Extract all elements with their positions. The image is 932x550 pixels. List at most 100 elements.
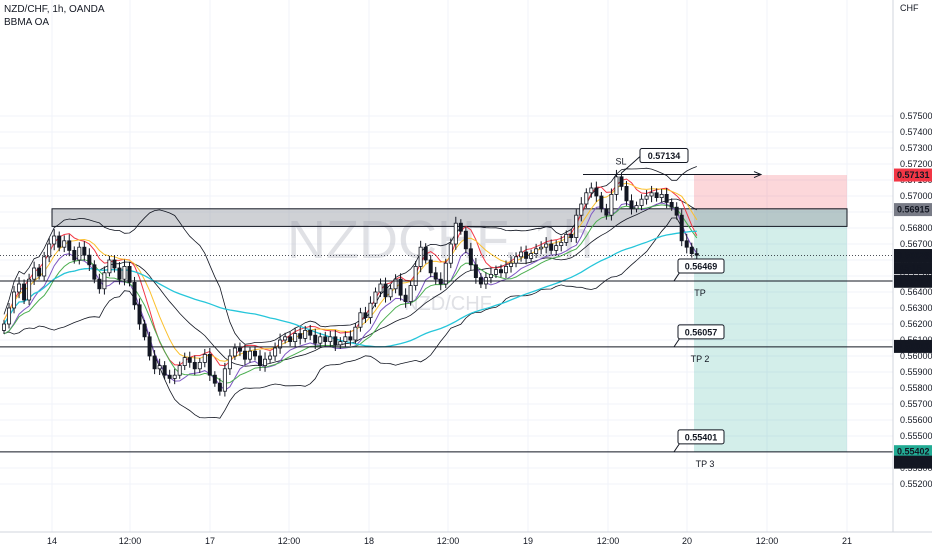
- price-label-text: 0.56467: [897, 276, 930, 286]
- candle-body: [17, 283, 22, 293]
- time-tick-label: 21: [842, 536, 852, 546]
- candle-body: [232, 347, 237, 357]
- price-label-text: 0.56060: [897, 341, 930, 351]
- candle-body: [378, 283, 383, 293]
- candle-body: [519, 251, 524, 258]
- candle-body: [247, 350, 252, 360]
- candle-body: [509, 262, 514, 267]
- candle-body: [167, 374, 172, 379]
- price-label-tag: [894, 445, 932, 459]
- sl-callout-box[interactable]: [639, 148, 689, 164]
- sl-callout-pointer: [621, 156, 641, 173]
- candle-body: [529, 253, 534, 259]
- candle-body: [202, 353, 207, 363]
- level-callout-pointer: [673, 442, 681, 453]
- candles: [2, 169, 699, 397]
- candle-body: [634, 205, 639, 210]
- price-levels[interactable]: 0.57134 SL 0.56469 TP 0.56057 TP 2 0.55401 TP 3: [0, 148, 893, 469]
- candle-body: [458, 222, 463, 232]
- resistance-zone[interactable]: [51, 208, 848, 227]
- candle-body: [197, 361, 202, 370]
- level-callout-box[interactable]: [677, 429, 725, 445]
- time-axis[interactable]: 14 12:00 17 12:00 18 12:00 19 12:00 20 12:00 21: [0, 531, 932, 546]
- price-label-text: 0.57131: [897, 170, 930, 180]
- candle-body: [393, 278, 398, 290]
- candle-body: [493, 269, 498, 275]
- price-tick-label: 0.57000: [900, 191, 932, 201]
- candle-body: [669, 201, 674, 208]
- price-label-text: 0.56915: [897, 205, 930, 215]
- price-tick-label: 0.56200: [900, 319, 932, 329]
- price-label-tag: [894, 249, 932, 263]
- price-tick-label: 0.57300: [900, 143, 932, 153]
- candle-body: [418, 246, 423, 267]
- candle-body: [649, 192, 654, 197]
- candle-body: [373, 291, 378, 304]
- price-tick-label: 0.56800: [900, 223, 932, 233]
- candle-body: [589, 187, 594, 194]
- stop-loss-area[interactable]: [694, 175, 847, 210]
- candle-body: [122, 265, 127, 280]
- price-axis[interactable]: CHF0.575000.574000.573000.572000.571000.…: [892, 0, 932, 532]
- price-label-tag: [894, 274, 932, 288]
- candle-body: [383, 283, 388, 298]
- candle-body: [463, 230, 468, 250]
- indicator-label[interactable]: BBMA OA: [4, 17, 50, 28]
- time-tick-label: 18: [364, 536, 374, 546]
- candle-body: [242, 350, 247, 360]
- price-tick-label: 0.56300: [900, 303, 932, 313]
- candle-body: [353, 326, 358, 341]
- candle-body: [328, 336, 333, 342]
- candle-body: [333, 336, 338, 346]
- price-label-text: 0.55399: [897, 457, 930, 467]
- candle-body: [37, 267, 42, 277]
- candle-body: [423, 246, 428, 261]
- sl-name-label: SL: [615, 157, 626, 167]
- price-label-tag: [894, 339, 932, 353]
- chart-symbol-title: NZD/CHF, 1h, OANDA: [4, 4, 105, 15]
- candle-body: [212, 374, 217, 384]
- candle-body: [343, 336, 348, 342]
- candle-body: [544, 243, 549, 248]
- candle-body: [268, 355, 273, 360]
- candle-body: [549, 243, 554, 251]
- level-callout-box[interactable]: [677, 324, 725, 340]
- candle-body: [127, 265, 132, 283]
- candle-body: [7, 307, 12, 325]
- candle-body: [237, 347, 242, 352]
- price-label-text: 0.56628: [897, 251, 930, 261]
- candle-body: [679, 214, 684, 242]
- bb-lower-line: [3, 217, 698, 419]
- price-tick-label: 0.55500: [900, 431, 932, 441]
- candle-body: [554, 245, 559, 251]
- candle-body: [142, 323, 147, 338]
- candle-body: [107, 259, 112, 274]
- candle-body: [62, 240, 67, 248]
- watermark-name: NZD/CHF: [404, 293, 492, 315]
- candle-body: [252, 350, 257, 357]
- time-tick-label: 12:00: [119, 536, 142, 546]
- candle-body: [599, 195, 604, 210]
- candle-body: [323, 336, 328, 342]
- candle-body: [619, 176, 624, 187]
- price-tick-label: 0.57500: [900, 111, 932, 121]
- time-tick-label: 12:00: [437, 536, 460, 546]
- candle-body: [42, 256, 47, 277]
- candle-body: [258, 355, 263, 367]
- level-callout-box[interactable]: [677, 258, 725, 274]
- candle-body: [629, 200, 634, 210]
- price-tick-label: 0.55600: [900, 415, 932, 425]
- time-tick-label: 12:00: [756, 536, 779, 546]
- price-tick-label: 0.56400: [900, 287, 932, 297]
- time-tick-label: 12:00: [597, 536, 620, 546]
- candle-body: [674, 206, 679, 216]
- candle-body: [694, 253, 699, 256]
- time-tick-label: 19: [523, 536, 533, 546]
- candle-body: [157, 365, 162, 370]
- zone-rectangle[interactable]: [51, 208, 848, 227]
- candle-body: [664, 193, 669, 203]
- candle-body: [87, 254, 92, 266]
- candle-body: [278, 339, 283, 349]
- candle-body: [443, 262, 448, 285]
